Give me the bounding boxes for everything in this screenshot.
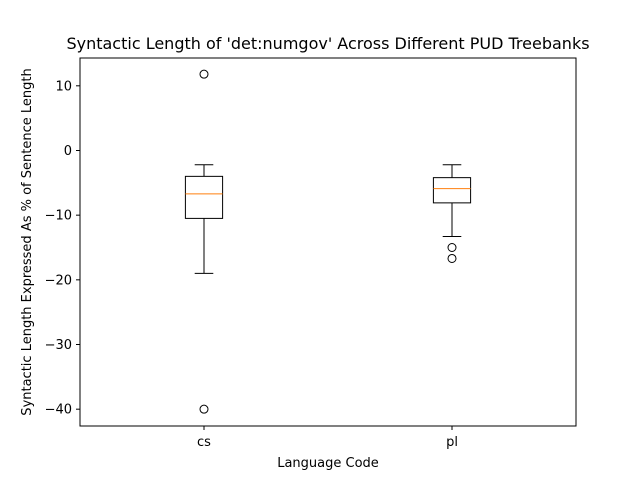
y-tick-label: −40 [45,403,72,418]
box-cs [184,175,224,219]
outlier-point-pl [447,242,457,252]
x-axis-label: Language Code [277,456,379,471]
plot-frame [79,57,577,427]
plot-area: 10 0 −10 −20 −30 −40 cs pl [45,69,472,450]
chart-title: Syntactic Length of 'det:numgov' Across … [66,34,589,53]
y-tick-label: 0 [64,144,72,159]
y-tick-label: 10 [55,79,72,94]
box-pl [432,177,472,204]
outlier-point-cs [199,404,209,414]
x-tick-label-cs: cs [197,435,211,450]
y-tick-label: −10 [45,209,72,224]
y-tick-label: −20 [45,273,72,288]
x-tick-label-pl: pl [446,435,458,450]
y-axis-label: Syntactic Length Expressed As % of Sente… [20,68,35,415]
y-tick-label: −30 [45,338,72,353]
outlier-point-cs [199,69,209,79]
outlier-point-pl [447,253,457,263]
